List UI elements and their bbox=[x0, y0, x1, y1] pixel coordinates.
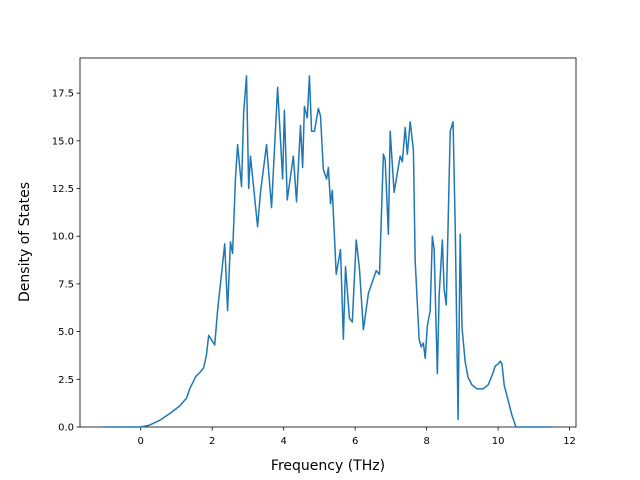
data-line bbox=[102, 75, 553, 428]
x-tick-label: 8 bbox=[423, 436, 429, 447]
y-tick-label: 10.0 bbox=[52, 232, 74, 243]
y-tick-label: 7.5 bbox=[58, 279, 74, 290]
x-axis-label: Frequency (THz) bbox=[271, 458, 385, 474]
x-tick-label: 12 bbox=[563, 436, 576, 447]
y-axis-label: Density of States bbox=[17, 182, 33, 302]
y-tick-label: 5.0 bbox=[58, 327, 74, 338]
y-tick-label: 15.0 bbox=[52, 136, 74, 147]
plot-frame bbox=[79, 57, 577, 428]
x-tick-label: 2 bbox=[209, 436, 215, 447]
y-tick-label: 17.5 bbox=[52, 89, 74, 100]
y-tick-label: 12.5 bbox=[52, 184, 74, 195]
y-tick-label: 0.0 bbox=[58, 423, 74, 434]
x-tick-label: 10 bbox=[492, 436, 505, 447]
x-tick-label: 4 bbox=[281, 436, 287, 447]
x-tick-label: 6 bbox=[352, 436, 358, 447]
x-tick-label: 0 bbox=[138, 436, 144, 447]
y-tick-label: 2.5 bbox=[58, 375, 74, 386]
